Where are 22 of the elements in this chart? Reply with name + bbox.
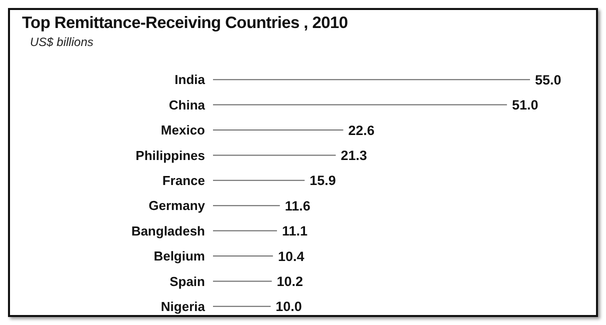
data-label: 10.4 bbox=[278, 248, 305, 264]
y-tick-label: Philippines bbox=[136, 148, 205, 163]
text: US$ billions bbox=[30, 35, 94, 49]
data-label: 15.9 bbox=[310, 173, 336, 188]
data-label: 22.6 bbox=[348, 122, 376, 138]
y-tick-label: Germany bbox=[148, 198, 206, 214]
y-tick-label: Bangladesh bbox=[131, 223, 206, 238]
y-tick-label: India bbox=[174, 72, 206, 88]
data-label: 10.2 bbox=[276, 274, 304, 289]
y-tick-label: Spain bbox=[170, 274, 206, 289]
data-label: 10.0 bbox=[276, 299, 302, 314]
data-label: 55.0 bbox=[535, 72, 562, 88]
y-tick-label: China bbox=[168, 97, 206, 112]
data-label: 11.1 bbox=[282, 224, 308, 239]
y-tick-label: France bbox=[162, 173, 205, 188]
data-label: 21.3 bbox=[340, 148, 368, 163]
data-label: 11.6 bbox=[284, 198, 311, 214]
y-tick-label: Mexico bbox=[160, 122, 206, 138]
chart-title: Top Remittance-Receiving Countries , 2010 bbox=[22, 14, 348, 33]
y-tick-label: Nigeria bbox=[160, 299, 206, 314]
y-tick-label: Belgium bbox=[154, 248, 205, 264]
data-label: 51.0 bbox=[512, 98, 538, 113]
